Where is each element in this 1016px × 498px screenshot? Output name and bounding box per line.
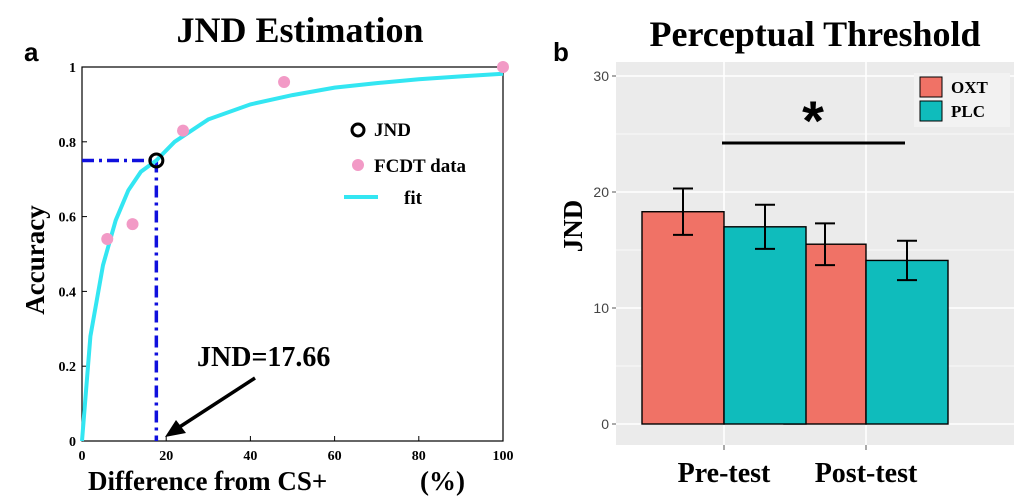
panel-a-fcdt-data-point bbox=[177, 124, 190, 137]
panel-a-x-tick-label: 0 bbox=[79, 449, 86, 464]
panel-b-ticks: 0 10 20 30 bbox=[593, 68, 616, 432]
panel-a-x-tick-label: 40 bbox=[243, 449, 257, 464]
panel-b-perceptual-threshold: b Perceptual Threshold JND 0 10 20 30 Pre-t… bbox=[553, 14, 1014, 489]
panel-a-letter: a bbox=[24, 37, 39, 67]
panel-a-y-axis-label: Accuracy bbox=[20, 205, 50, 315]
panel-b-bar-plc bbox=[723, 226, 807, 425]
panel-a-plot-frame bbox=[81, 66, 504, 442]
panel-b-category-label: Pre-test bbox=[678, 458, 771, 489]
panel-b-y-tick-label: 10 bbox=[593, 300, 609, 316]
panel-a-y-tick-label: 0 bbox=[69, 435, 76, 450]
panel-a-legend: JND FCDT data fit bbox=[344, 120, 467, 209]
panel-b-bars bbox=[641, 187, 949, 425]
panel-a-legend-label: fit bbox=[404, 188, 423, 209]
panel-b-y-tick-label: 30 bbox=[593, 68, 609, 84]
panel-a-data-points bbox=[101, 61, 509, 246]
panel-a-ticks: 0 20 40 60 80 100 0 0.2 0.4 0.6 0.8 1 bbox=[59, 61, 514, 464]
panel-a-y-tick-label: 0.4 bbox=[59, 285, 77, 300]
panel-b-category-labels: Pre-test Post-test bbox=[678, 445, 918, 489]
panel-b-significance-star: * bbox=[802, 89, 824, 152]
panel-a-y-tick-label: 0.2 bbox=[59, 360, 77, 375]
panel-a-x-tick-label: 20 bbox=[159, 449, 173, 464]
panel-a-legend-label: FCDT data bbox=[374, 156, 467, 177]
panel-a-arrow-head bbox=[165, 420, 186, 437]
panel-a-x-tick-label: 60 bbox=[328, 449, 342, 464]
panel-a-fcdt-data-point bbox=[101, 233, 114, 246]
panel-b-y-axis-label: JND bbox=[558, 200, 588, 253]
panel-a-jnd-estimation: a JND Estimation Accuracy Difference fro… bbox=[20, 10, 514, 496]
panel-b-letter: b bbox=[553, 37, 569, 67]
panel-a-y-tick-label: 0.6 bbox=[59, 211, 77, 226]
panel-a-legend-fcdt-swatch bbox=[352, 159, 364, 171]
panel-a-jnd-marker bbox=[148, 152, 165, 169]
panel-a-fcdt-data-point bbox=[497, 61, 509, 73]
panel-a-jnd-marker-group bbox=[148, 152, 165, 169]
panel-b-category-label: Post-test bbox=[815, 458, 918, 489]
panel-a-x-axis-unit: (%) bbox=[420, 466, 465, 496]
panel-a-fcdt-data-point bbox=[126, 218, 139, 231]
panel-a-y-tick-label: 1 bbox=[69, 61, 76, 76]
panel-a-y-tick-label: 0.8 bbox=[59, 136, 77, 151]
panel-a-legend-label: JND bbox=[374, 120, 411, 141]
panel-b-legend-swatch-plc bbox=[919, 100, 943, 122]
panel-a-fcdt-data-point bbox=[278, 75, 291, 88]
panel-a-x-tick-label: 80 bbox=[412, 449, 426, 464]
panel-b-legend-label: PLC bbox=[951, 102, 985, 121]
panel-a-jnd-annotation: JND=17.66 bbox=[197, 342, 330, 373]
panel-a-jnd-guides bbox=[82, 158, 159, 441]
panel-a-x-tick-label: 100 bbox=[493, 449, 514, 464]
panel-b-y-tick-label: 20 bbox=[593, 184, 609, 200]
panel-a-x-axis-label: Difference from CS+ bbox=[88, 466, 327, 496]
panel-b-legend-label: OXT bbox=[951, 78, 989, 97]
panel-b-bar-oxt bbox=[641, 211, 725, 425]
panel-a-fit-line bbox=[80, 71, 504, 442]
panel-a-title: JND Estimation bbox=[176, 10, 423, 50]
panel-b-legend-swatch-oxt bbox=[919, 76, 943, 98]
panel-b-title: Perceptual Threshold bbox=[649, 14, 980, 54]
panel-b-y-tick-label: 0 bbox=[601, 416, 609, 432]
panel-a-arrow-shaft bbox=[177, 376, 256, 430]
panel-a-legend-jnd-swatch bbox=[350, 122, 366, 138]
panel-b-bar-plc bbox=[865, 259, 949, 425]
panel-b-legend: OXT PLC bbox=[914, 73, 1010, 127]
